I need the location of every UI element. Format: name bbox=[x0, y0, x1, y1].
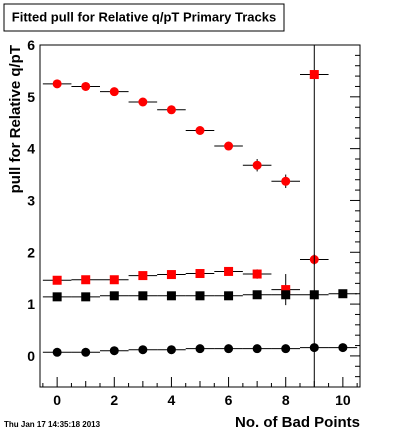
data-point bbox=[52, 275, 62, 285]
x-tick-label: 0 bbox=[53, 392, 61, 408]
data-point bbox=[309, 343, 319, 353]
data-point bbox=[109, 291, 119, 301]
data-point bbox=[138, 97, 148, 107]
data-point bbox=[195, 126, 205, 135]
data-point bbox=[195, 269, 205, 279]
data-point bbox=[166, 105, 176, 115]
data-point bbox=[52, 292, 62, 302]
series-1 bbox=[42, 45, 329, 387]
data-point bbox=[252, 160, 262, 170]
x-tick-label: 6 bbox=[225, 392, 233, 408]
data-point bbox=[166, 345, 176, 355]
x-tick-label: 10 bbox=[335, 392, 351, 408]
data-point bbox=[81, 292, 91, 302]
data-point bbox=[166, 270, 176, 280]
data-point bbox=[109, 275, 119, 285]
data-point bbox=[224, 291, 234, 301]
data-point bbox=[109, 346, 119, 356]
y-tick-label: 4 bbox=[27, 141, 35, 157]
y-tick-label: 5 bbox=[27, 89, 35, 105]
x-axis-title: No. of Bad Points bbox=[235, 414, 360, 431]
y-axis-title: pull for Relative q/pT bbox=[7, 45, 24, 193]
data-point bbox=[338, 289, 348, 299]
plot-frame bbox=[39, 44, 361, 388]
y-tick-label: 0 bbox=[27, 348, 35, 364]
data-point bbox=[224, 141, 234, 151]
data-point bbox=[138, 291, 148, 301]
data-point bbox=[81, 275, 91, 285]
data-point bbox=[195, 344, 205, 354]
data-point bbox=[252, 344, 262, 354]
series-2 bbox=[42, 289, 358, 302]
data-point bbox=[309, 290, 319, 300]
x-tick-label: 2 bbox=[110, 392, 118, 408]
y-tick-label: 6 bbox=[27, 37, 35, 53]
title-box bbox=[3, 3, 285, 32]
series-0 bbox=[42, 79, 329, 265]
data-point bbox=[309, 70, 319, 80]
data-layer bbox=[42, 45, 358, 387]
chart-title: Fitted pull for Relative q/pT Primary Tr… bbox=[12, 10, 276, 25]
data-point bbox=[52, 347, 62, 357]
data-point bbox=[81, 347, 91, 357]
data-point bbox=[81, 81, 91, 91]
data-point bbox=[138, 271, 148, 281]
data-point bbox=[338, 343, 348, 353]
data-point bbox=[52, 79, 62, 89]
data-point bbox=[224, 344, 234, 354]
x-tick-label: 8 bbox=[282, 392, 290, 408]
timestamp: Thu Jan 17 14:35:18 2013 bbox=[4, 420, 101, 429]
data-point bbox=[138, 345, 148, 355]
data-point bbox=[224, 266, 234, 276]
data-point bbox=[281, 344, 291, 354]
data-point bbox=[195, 291, 205, 301]
data-point bbox=[281, 285, 291, 295]
y-tick-label: 3 bbox=[27, 192, 35, 208]
data-point bbox=[281, 176, 291, 186]
y-tick-label: 1 bbox=[27, 296, 35, 312]
data-point bbox=[109, 87, 119, 97]
axes-layer: 0 2 4 6 8 10 0 1 2 3 4 5 6 bbox=[27, 37, 360, 408]
x-tick-label: 4 bbox=[168, 392, 176, 408]
y-tick-label: 2 bbox=[27, 244, 35, 260]
data-point bbox=[281, 290, 291, 300]
data-point bbox=[252, 290, 262, 300]
series-3 bbox=[42, 343, 358, 357]
data-point bbox=[252, 269, 262, 279]
data-point bbox=[166, 291, 176, 301]
